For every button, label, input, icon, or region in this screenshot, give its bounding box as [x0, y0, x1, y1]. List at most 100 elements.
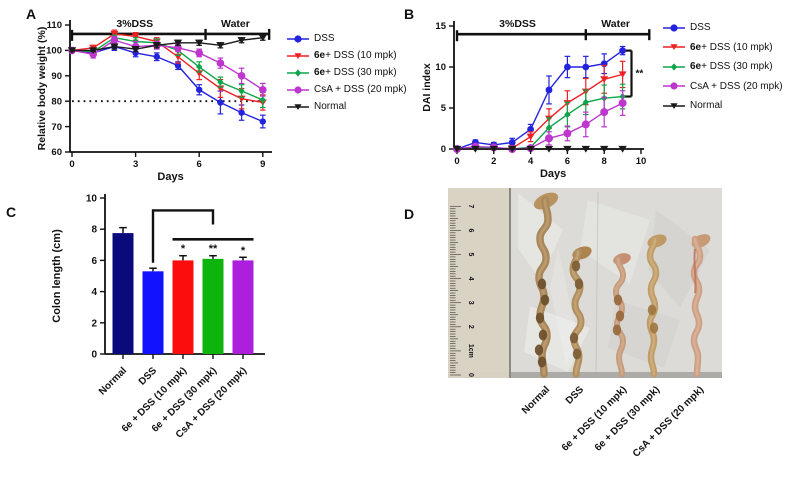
svg-text:0: 0: [467, 373, 474, 377]
bar-6e-dss-30-mpk: [202, 258, 224, 354]
svg-text:**: **: [209, 243, 218, 255]
legend-item-dss: DSS: [287, 33, 407, 44]
svg-text:10: 10: [435, 62, 446, 73]
svg-text:2: 2: [91, 318, 97, 329]
legend-item-csa-dss-20-mpk: CsA + DSS (20 mpk): [663, 81, 783, 92]
svg-text:Water: Water: [221, 18, 250, 30]
svg-text:6: 6: [467, 228, 474, 232]
panel-b-label: B: [404, 6, 415, 22]
svg-text:5: 5: [467, 253, 474, 257]
svg-text:3: 3: [467, 301, 474, 305]
legend-marker-circle-icon: [663, 82, 685, 90]
axes: 60 70 80 90 100 110 0 3 6 9 Days Relative body weig…: [36, 20, 272, 183]
bar-csa-dss-20-mpk: [232, 260, 254, 354]
colon-specimen-2: [569, 246, 592, 378]
colon-specimen-1: [533, 192, 559, 378]
series-normal: [452, 145, 627, 153]
panel-c-label: C: [6, 204, 17, 220]
legend-label: Normal: [690, 100, 723, 111]
svg-text:Days: Days: [157, 171, 183, 183]
svg-text:70: 70: [51, 122, 62, 133]
svg-text:0: 0: [454, 156, 459, 167]
svg-text:7: 7: [467, 204, 474, 208]
legend-item-normal: Normal: [287, 101, 407, 112]
series-dss: [68, 42, 266, 129]
legend-marker-diamond-icon: [287, 68, 309, 77]
svg-text:3%DSS: 3%DSS: [116, 18, 153, 30]
axes: 0 5 10 15 0 2 4 6 8 10 Days DAI index: [421, 21, 646, 180]
legend-marker-triangle-down-icon: [287, 52, 309, 59]
svg-text:3: 3: [133, 159, 138, 170]
svg-text:90: 90: [51, 71, 62, 82]
legend-marker-diamond-icon: [663, 62, 685, 71]
significance-bracket: **: [624, 49, 644, 98]
legend-label-bold: 6e: [314, 50, 326, 61]
svg-text:0: 0: [441, 144, 446, 155]
legend-marker-circle-icon: [287, 85, 309, 94]
ruler: 0 1cm 2 3 4 5 6 7: [448, 188, 511, 378]
legend-marker-triangle-down-icon: [287, 103, 309, 110]
colon-specimen-5: [690, 234, 711, 378]
svg-text:4: 4: [528, 156, 534, 167]
svg-text:4: 4: [467, 277, 474, 281]
legend-marker-triangle-down-icon: [663, 44, 685, 51]
legend-marker-triangle-down-icon: [663, 102, 685, 109]
series-csa-dss-20-mpk: [453, 90, 627, 153]
svg-text:DAI index: DAI index: [421, 63, 433, 112]
svg-text:*: *: [181, 243, 186, 255]
legend-label: DSS: [314, 33, 335, 44]
legend-label: + DSS (10 mpk): [701, 41, 773, 53]
legend-item-6e-dss-10-mpk: 6e + DSS (10 mpk): [663, 42, 783, 53]
svg-text:Normal: Normal: [520, 384, 552, 416]
svg-text:Days: Days: [540, 168, 566, 180]
svg-text:100: 100: [46, 46, 62, 57]
legend-label: + DSS (30 mpk): [325, 67, 397, 78]
colon-specimen-3: [612, 253, 631, 377]
phase-brackets: 3%DSS Water: [70, 18, 271, 41]
legend-item-6e-dss-30-mpk: 6e + DSS (30 mpk): [663, 61, 783, 72]
svg-text:DSS: DSS: [137, 365, 160, 388]
svg-text:80: 80: [51, 96, 62, 107]
panel-b-legend: DSS 6e + DSS (10 mpk) 6e + DSS (30 mpk) CsA…: [663, 22, 783, 120]
bar-dss: [142, 271, 164, 354]
panel-a-label: A: [26, 6, 37, 22]
svg-text:1cm: 1cm: [467, 344, 474, 358]
legend-label-bold: 6e: [690, 41, 702, 53]
phase-brackets: 3%DSS Water: [455, 18, 651, 42]
legend-label: + DSS (10 mpk): [325, 50, 397, 61]
legend-label: + DSS (30 mpk): [701, 61, 773, 72]
svg-text:110: 110: [47, 20, 62, 31]
legend-label-bold: 6e: [314, 67, 326, 78]
bar-6e-dss-10-mpk: [172, 260, 194, 354]
series-normal: [67, 34, 267, 54]
legend-item-6e-dss-30-mpk: 6e + DSS (30 mpk): [287, 67, 407, 78]
panel-a-bodyweight-chart: 60 70 80 90 100 110 0 3 6 9 Days Relative body weig…: [36, 18, 272, 183]
svg-text:0: 0: [91, 350, 97, 361]
legend-label-bold: 6e: [690, 61, 702, 72]
svg-text:4: 4: [91, 287, 97, 298]
svg-text:3%DSS: 3%DSS: [499, 18, 536, 30]
svg-text:**: **: [636, 69, 644, 80]
svg-text:8: 8: [602, 156, 607, 167]
panel-b-dai-chart: 0 5 10 15 0 2 4 6 8 10 Days DAI index 3%DSS Water **: [421, 18, 651, 180]
panel-d-label: D: [404, 206, 415, 222]
svg-text:Colon length (cm): Colon length (cm): [51, 229, 63, 323]
legend-label: CsA + DSS (20 mpk): [690, 80, 783, 92]
svg-text:Water: Water: [601, 18, 630, 30]
legend-item-6e-dss-10-mpk: 6e + DSS (10 mpk): [287, 50, 407, 61]
svg-text:Relative body weight (%): Relative body weight (%): [36, 27, 48, 151]
svg-text:6: 6: [91, 256, 97, 267]
svg-text:15: 15: [435, 21, 446, 32]
svg-text:10: 10: [86, 194, 98, 205]
legend-label: Normal: [314, 101, 347, 112]
legend-item-csa-dss-20-mpk: CsA + DSS (20 mpk): [287, 84, 407, 95]
svg-text:5: 5: [441, 103, 447, 114]
svg-text:0: 0: [69, 159, 74, 170]
svg-text:9: 9: [260, 159, 265, 170]
legend-label: CsA + DSS (20 mpk): [314, 84, 407, 95]
legend-marker-circle-icon: [663, 23, 685, 32]
panel-a-legend: DSS 6e + DSS (10 mpk) 6e + DSS (30 mpk) CsA…: [287, 33, 407, 118]
